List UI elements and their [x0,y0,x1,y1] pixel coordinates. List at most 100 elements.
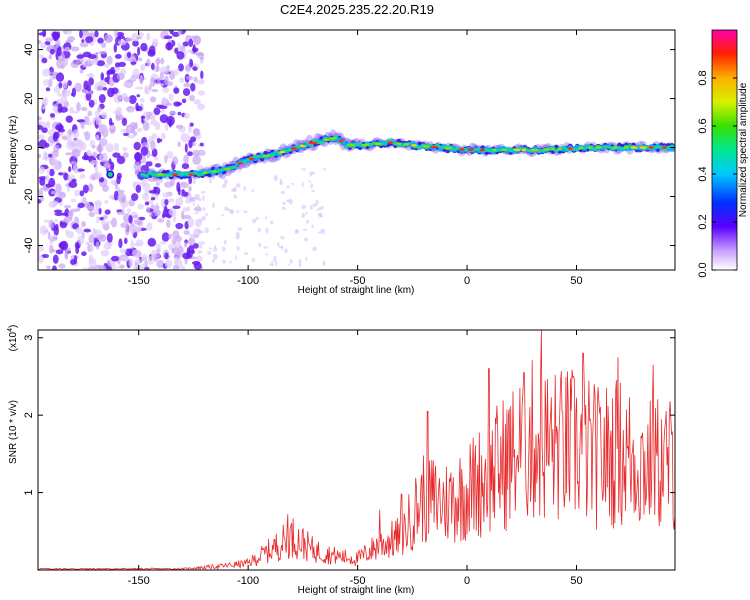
spectrogram-speckle [234,254,237,261]
spectrogram-speckle [166,102,173,106]
spectrogram-speckle [54,218,58,223]
spectrogram-speckle [70,61,80,68]
spectrogram-speckle [117,192,127,203]
spectrogram-speckle [301,168,307,171]
snr-panel: -150 -100 -50 0 50 1 2 3 Height of straight li… [7,325,676,596]
spectrogram-speckle [193,99,202,105]
spectrogram-speckle [156,104,164,108]
spectrogram-speckle [181,98,187,104]
spectrogram-speckle [144,87,150,95]
spectrogram-speckle [295,229,300,232]
spectrogram-hotspot [492,148,497,152]
spectrogram-speckle [88,254,94,264]
spectrogram-speckle [51,190,56,195]
spectrogram-speckle [197,241,206,245]
spectrogram-speckle [76,226,83,235]
spectrogram-speckle [55,249,64,255]
spectrogram-speckle [133,162,142,171]
spectrogram-marks [38,30,675,270]
spectrogram-speckle [117,189,125,194]
spectrogram-speckle [45,174,50,182]
spectrogram-speckle [41,105,46,110]
spectrogram-hotspot [458,148,465,151]
spectrogram-speckle [133,141,141,151]
spectrogram-speckle [64,89,72,97]
spectrogram-speckle [53,144,60,153]
snr-x-ticks: -150 -100 -50 0 50 [128,330,583,587]
spectrogram-speckle [136,127,143,133]
spectrogram-speckle [176,102,182,106]
spectrogram-speckle [276,242,280,247]
spectrogram-ridge-core [553,149,559,153]
spectrogram-speckle [106,55,113,65]
snr-y-ticks: 1 2 3 [23,335,675,496]
spectrogram-speckle [182,88,191,97]
spectrogram-speckle [136,36,143,40]
spectrogram-hotspot [611,146,618,149]
spectrogram-ridge-core [305,141,311,145]
spectrogram-speckle [279,178,283,184]
spectrogram-speckle [166,219,171,229]
spectrogram-speckle [86,84,92,92]
spectrogram-speckle [74,189,81,197]
spectrogram-speckle [98,153,108,163]
spectrogram-speckle [198,244,203,249]
spectrogram-speckle [98,234,107,242]
spectrogram-hotspot [346,143,356,147]
spectrogram-speckle [87,110,93,117]
spectrogram-speckle [160,57,165,65]
spectrogram-speckle [178,63,184,72]
spectrogram-ridge-core [242,160,248,164]
spectrogram-speckle [212,202,215,208]
spectrogram-speckle [306,219,310,224]
spectrogram-speckle [152,38,159,47]
spectrogram-speckle [159,109,166,113]
spectrogram-speckle [171,31,180,37]
colorbar-tick-label: 0.4 [697,166,709,181]
spectrogram-speckle [145,58,151,67]
spectrogram-speckle [138,32,145,37]
spectrogram-hotspot [557,147,563,151]
spectrogram-speckle [287,263,290,266]
spectrogram-speckle [102,86,108,91]
spectrogram-speckle [56,92,62,97]
spectrogram-speckle [119,248,127,254]
spectrogram-speckle [123,237,128,244]
spectrogram-speckle [190,35,198,40]
spectrogram-speckle [229,210,233,213]
spectrogram-hotspot [513,148,521,152]
spectrogram-speckle [134,121,138,129]
spectrogram-speckle [81,251,87,257]
spectrogram-speckle [189,233,195,239]
spectrogram-speckle [265,253,268,256]
spectrogram-speckle [194,212,199,215]
spectrogram-speckle [193,76,198,83]
spectrogram-speckle [96,215,100,224]
spectrogram-speckle [197,150,207,154]
spectrogram-speckle [38,39,42,45]
spectrogram-speckle [298,262,302,267]
spectrogram-speckle [166,151,174,159]
spectrogram-speckle [72,129,80,138]
spectrogram-speckle [168,233,173,240]
spectrogram-speckle [134,152,143,162]
spectrogram-speckle [80,141,87,151]
spectrogram-speckle [63,172,69,181]
spectrogram-speckle [187,49,194,54]
spectrogram-hotspot [278,150,286,154]
spectrogram-hotspot [661,146,668,149]
colorbar-tick-label: 0.6 [697,118,709,133]
spectrogram-speckle [111,217,118,228]
spectrogram-speckle [153,107,161,116]
spectrogram-speckle [132,214,139,219]
spectrogram-speckle [59,106,68,113]
spectrogram-hotspot [323,138,330,142]
spectrogram-speckle [77,202,85,209]
spectrogram-speckle [235,235,240,240]
spectrogram-speckle [82,267,91,270]
spectrogram-speckle [265,227,269,234]
spectrogram-speckle [48,201,58,208]
spectrogram-speckle [305,211,308,215]
spectrogram-ridge-core [669,144,675,148]
